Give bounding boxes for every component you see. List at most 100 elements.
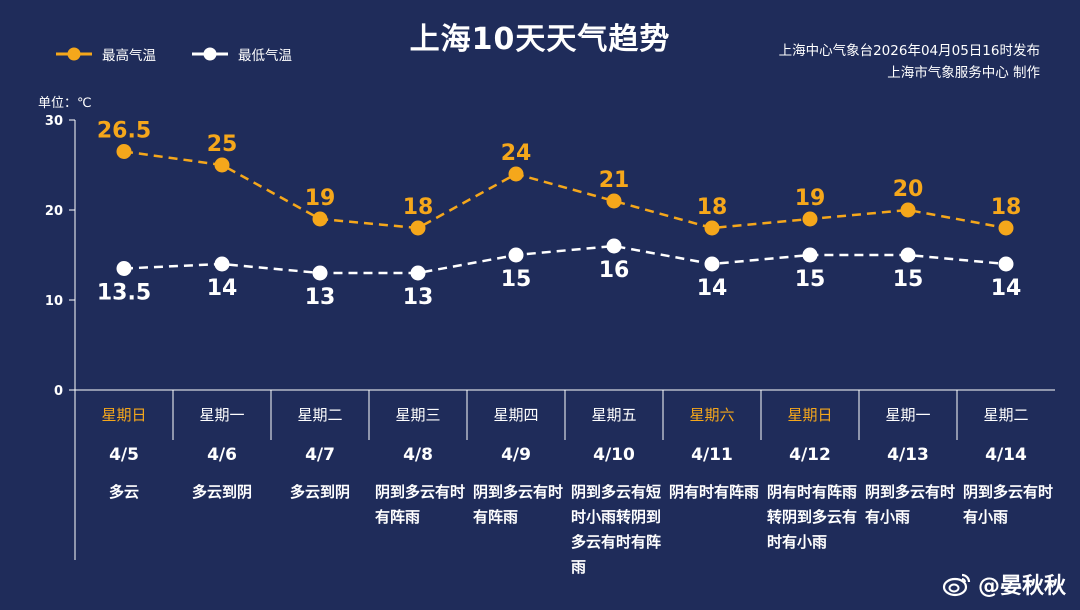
weekday-label: 星期一 bbox=[885, 406, 931, 424]
low-temp-point bbox=[410, 265, 426, 281]
watermark: @晏秋秋 bbox=[942, 568, 1066, 600]
day-column: 星期一 4/6 多云到阴 bbox=[173, 390, 271, 505]
date-label: 4/10 bbox=[593, 445, 635, 465]
day-column: 星期日 4/5 多云 bbox=[75, 390, 173, 505]
weather-description: 多云 bbox=[108, 483, 139, 501]
weekday-label: 星期四 bbox=[493, 406, 539, 424]
high-temp-point bbox=[900, 202, 916, 218]
y-tick-label: 10 bbox=[45, 294, 63, 309]
weather-description: 阴到多云有时 有小雨 bbox=[963, 483, 1054, 526]
high-temp-point bbox=[998, 220, 1014, 236]
low-temp-point bbox=[116, 261, 132, 276]
date-label: 4/11 bbox=[691, 445, 733, 465]
low-temp-label: 13 bbox=[403, 285, 434, 310]
weather-description: 阴有时有阵雨 转阴到多云有 时有小雨 bbox=[767, 483, 858, 551]
day-column: 星期三 4/8 阴到多云有时 有阵雨 bbox=[369, 390, 467, 530]
weekday-label: 星期一 bbox=[199, 406, 245, 424]
date-label: 4/6 bbox=[207, 445, 237, 465]
date-label: 4/8 bbox=[403, 445, 433, 465]
y-tick-label: 20 bbox=[45, 204, 63, 219]
high-temp-label: 18 bbox=[697, 195, 728, 220]
low-temp-label: 15 bbox=[795, 267, 826, 292]
day-column: 星期六 4/11 阴有时有阵雨 bbox=[663, 390, 761, 505]
weekday-label: 星期日 bbox=[787, 406, 833, 424]
weekday-label: 星期二 bbox=[983, 406, 1029, 424]
y-tick-label: 30 bbox=[45, 114, 63, 129]
high-temp-point bbox=[704, 220, 720, 236]
day-column: 星期日 4/12 阴有时有阵雨 转阴到多云有 时有小雨 bbox=[761, 390, 859, 555]
low-temp-point bbox=[802, 247, 818, 263]
low-temp-point bbox=[508, 247, 524, 263]
high-temp-label: 18 bbox=[403, 195, 434, 220]
source-info: 上海中心气象台2026年04月05日16时发布 上海市气象服务中心 制作 bbox=[779, 40, 1040, 84]
low-temp-line bbox=[123, 244, 1007, 275]
weather-description: 多云到阴 bbox=[191, 483, 252, 501]
weather-description: 阴到多云有时 有阵雨 bbox=[473, 483, 564, 526]
weather-description: 阴到多云有时 有阵雨 bbox=[375, 483, 466, 526]
legend-high-marker-icon bbox=[56, 47, 92, 61]
high-temp-label: 25 bbox=[207, 132, 238, 157]
high-temp-line bbox=[123, 150, 1007, 230]
legend-high: 最高气温 bbox=[54, 44, 156, 64]
weibo-logo-icon bbox=[942, 573, 971, 597]
high-temp-label: 20 bbox=[893, 177, 924, 202]
source-line-2: 上海市气象服务中心 制作 bbox=[887, 65, 1040, 81]
legend-high-label: 最高气温 bbox=[102, 48, 156, 64]
high-temp-point bbox=[508, 166, 524, 182]
high-temp-point bbox=[116, 144, 132, 159]
weekday-label: 星期日 bbox=[101, 406, 147, 424]
day-column: 星期一 4/13 阴到多云有时 有小雨 bbox=[859, 390, 957, 530]
weather-description: 阴有时有阵雨 bbox=[669, 483, 760, 501]
high-temp-point bbox=[214, 157, 230, 173]
weather-description: 多云到阴 bbox=[289, 483, 350, 501]
date-label: 4/5 bbox=[109, 445, 139, 465]
low-temp-label: 15 bbox=[893, 267, 924, 292]
high-temp-point bbox=[410, 220, 426, 236]
low-temp-label: 13 bbox=[305, 285, 336, 310]
low-temp-label: 14 bbox=[991, 276, 1022, 301]
date-label: 4/14 bbox=[985, 445, 1027, 465]
legend-low: 最低气温 bbox=[190, 44, 292, 64]
day-column: 星期二 4/7 多云到阴 bbox=[271, 390, 369, 505]
low-temp-point bbox=[900, 247, 916, 263]
low-temp-label: 14 bbox=[207, 276, 238, 301]
weekday-label: 星期三 bbox=[395, 406, 441, 424]
high-temp-label: 26.5 bbox=[97, 119, 151, 144]
high-temp-point bbox=[802, 211, 818, 227]
legend-low-marker-icon bbox=[192, 47, 228, 61]
legend: 最高气温 最低气温 bbox=[54, 44, 326, 64]
low-temp-point bbox=[606, 238, 622, 254]
low-temp-point bbox=[312, 265, 328, 281]
high-temp-label: 24 bbox=[501, 141, 532, 166]
date-label: 4/7 bbox=[305, 445, 335, 465]
unit-label: 单位：℃ bbox=[38, 96, 92, 111]
low-temp-label: 14 bbox=[697, 276, 728, 301]
weekday-label: 星期五 bbox=[591, 406, 637, 424]
source-line-1: 上海中心气象台2026年04月05日16时发布 bbox=[778, 43, 1040, 59]
low-temp-point bbox=[704, 256, 720, 272]
watermark-text: @晏秋秋 bbox=[977, 574, 1066, 599]
low-temp-label: 15 bbox=[501, 267, 532, 292]
high-temp-label: 18 bbox=[991, 195, 1022, 220]
high-temp-point bbox=[312, 211, 328, 227]
chart-title: 上海10天天气趋势 bbox=[409, 22, 671, 57]
weather-description: 阴到多云有时 有小雨 bbox=[865, 483, 956, 526]
date-label: 4/9 bbox=[501, 445, 531, 465]
high-temp-label: 19 bbox=[305, 186, 336, 211]
low-temp-label: 16 bbox=[599, 258, 630, 283]
weather-description: 阴到多云有短 时小雨转阴到 多云有时有阵雨 bbox=[571, 483, 662, 576]
high-temp-label: 19 bbox=[795, 186, 826, 211]
day-column: 星期五 4/10 阴到多云有短 时小雨转阴到 多云有时有阵雨 bbox=[565, 390, 663, 580]
day-column: 星期四 4/9 阴到多云有时 有阵雨 bbox=[467, 390, 565, 530]
low-temp-label: 13.5 bbox=[97, 281, 151, 306]
day-column: 星期二 4/14 阴到多云有时 有小雨 bbox=[957, 390, 1055, 530]
high-temp-label: 21 bbox=[599, 168, 630, 193]
date-label: 4/12 bbox=[789, 445, 831, 465]
low-temp-point bbox=[214, 256, 230, 272]
date-label: 4/13 bbox=[887, 445, 929, 465]
y-tick-label: 0 bbox=[54, 384, 63, 399]
low-temp-point bbox=[998, 256, 1014, 272]
weekday-label: 星期六 bbox=[689, 406, 735, 424]
high-temp-point bbox=[606, 193, 622, 209]
